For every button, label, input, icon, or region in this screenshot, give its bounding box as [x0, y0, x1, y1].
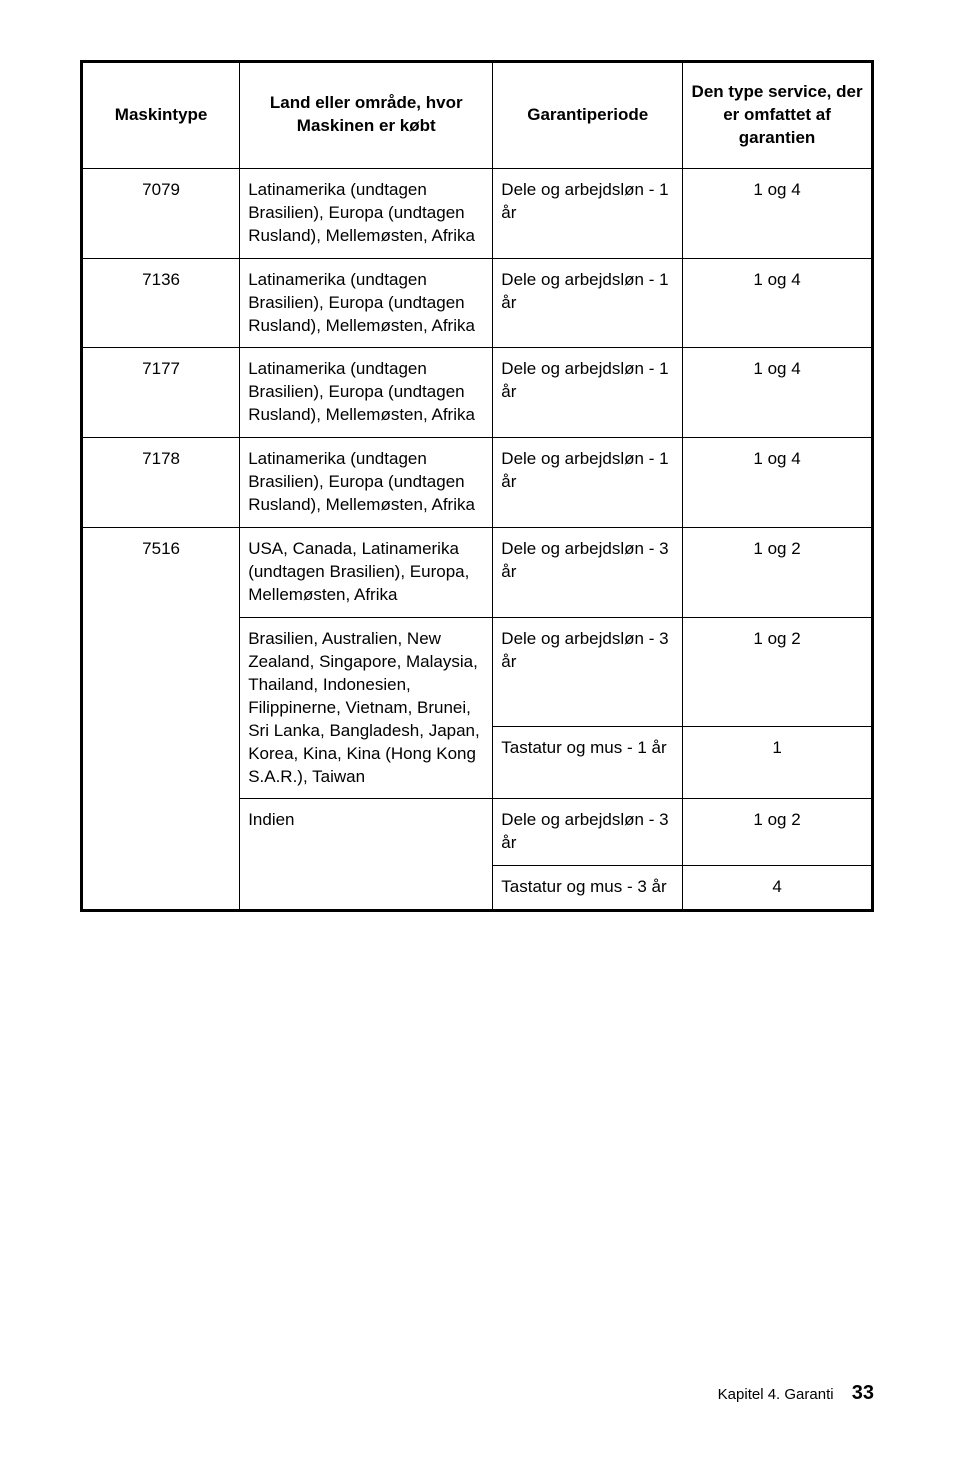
cell-maskintype: 7177: [82, 348, 240, 438]
footer-chapter: Kapitel 4. Garanti: [718, 1386, 834, 1403]
footer-pagenum: 33: [852, 1382, 874, 1404]
cell-service: 1 og 4: [683, 438, 873, 528]
table-row: 7136 Latinamerika (undtagen Brasilien), …: [82, 258, 873, 348]
cell-periode: Dele og arbejdsløn - 1 år: [493, 168, 683, 258]
cell-service: 1 og 2: [683, 528, 873, 618]
cell-land: Latinamerika (undtagen Brasilien), Europ…: [240, 258, 493, 348]
table-row: 7177 Latinamerika (undtagen Brasilien), …: [82, 348, 873, 438]
cell-land: Brasilien, Australien, New Zealand, Sing…: [240, 617, 493, 799]
cell-periode: Tastatur og mus - 3 år: [493, 866, 683, 911]
cell-service: 1 og 4: [683, 168, 873, 258]
cell-maskintype: 7516: [82, 528, 240, 911]
cell-service: 4: [683, 866, 873, 911]
cell-periode: Dele og arbejdsløn - 3 år: [493, 617, 683, 727]
cell-maskintype: 7136: [82, 258, 240, 348]
page-container: Maskintype Land eller område, hvor Maski…: [0, 0, 954, 1475]
page-footer: Kapitel 4. Garanti 33: [718, 1382, 874, 1405]
cell-service: 1 og 4: [683, 348, 873, 438]
cell-periode: Dele og arbejdsløn - 1 år: [493, 438, 683, 528]
cell-periode: Dele og arbejdsløn - 3 år: [493, 799, 683, 866]
hdr-land: Land eller område, hvor Maskinen er købt: [240, 62, 493, 169]
cell-service: 1 og 2: [683, 799, 873, 866]
warranty-table: Maskintype Land eller område, hvor Maski…: [80, 60, 874, 912]
cell-periode: Dele og arbejdsløn - 1 år: [493, 258, 683, 348]
cell-periode: Dele og arbejdsløn - 1 år: [493, 348, 683, 438]
cell-land: Indien: [240, 799, 493, 911]
table-header-row: Maskintype Land eller område, hvor Maski…: [82, 62, 873, 169]
cell-land: Latinamerika (undtagen Brasilien), Europ…: [240, 348, 493, 438]
table-row: 7079 Latinamerika (undtagen Brasilien), …: [82, 168, 873, 258]
cell-land: Latinamerika (undtagen Brasilien), Europ…: [240, 168, 493, 258]
cell-periode: Tastatur og mus - 1 år: [493, 727, 683, 799]
cell-maskintype: 7079: [82, 168, 240, 258]
cell-service: 1 og 4: [683, 258, 873, 348]
cell-service: 1: [683, 727, 873, 799]
cell-land: USA, Canada, Latinamerika (undtagen Bras…: [240, 528, 493, 618]
cell-service: 1 og 2: [683, 617, 873, 727]
table-row: 7178 Latinamerika (undtagen Brasilien), …: [82, 438, 873, 528]
cell-land: Latinamerika (undtagen Brasilien), Europ…: [240, 438, 493, 528]
table-row: 7516 USA, Canada, Latinamerika (undtagen…: [82, 528, 873, 618]
hdr-periode: Garantiperiode: [493, 62, 683, 169]
cell-periode: Dele og arbejdsløn - 3 år: [493, 528, 683, 618]
hdr-service: Den type service, der er omfattet af gar…: [683, 62, 873, 169]
hdr-maskintype: Maskintype: [82, 62, 240, 169]
cell-maskintype: 7178: [82, 438, 240, 528]
